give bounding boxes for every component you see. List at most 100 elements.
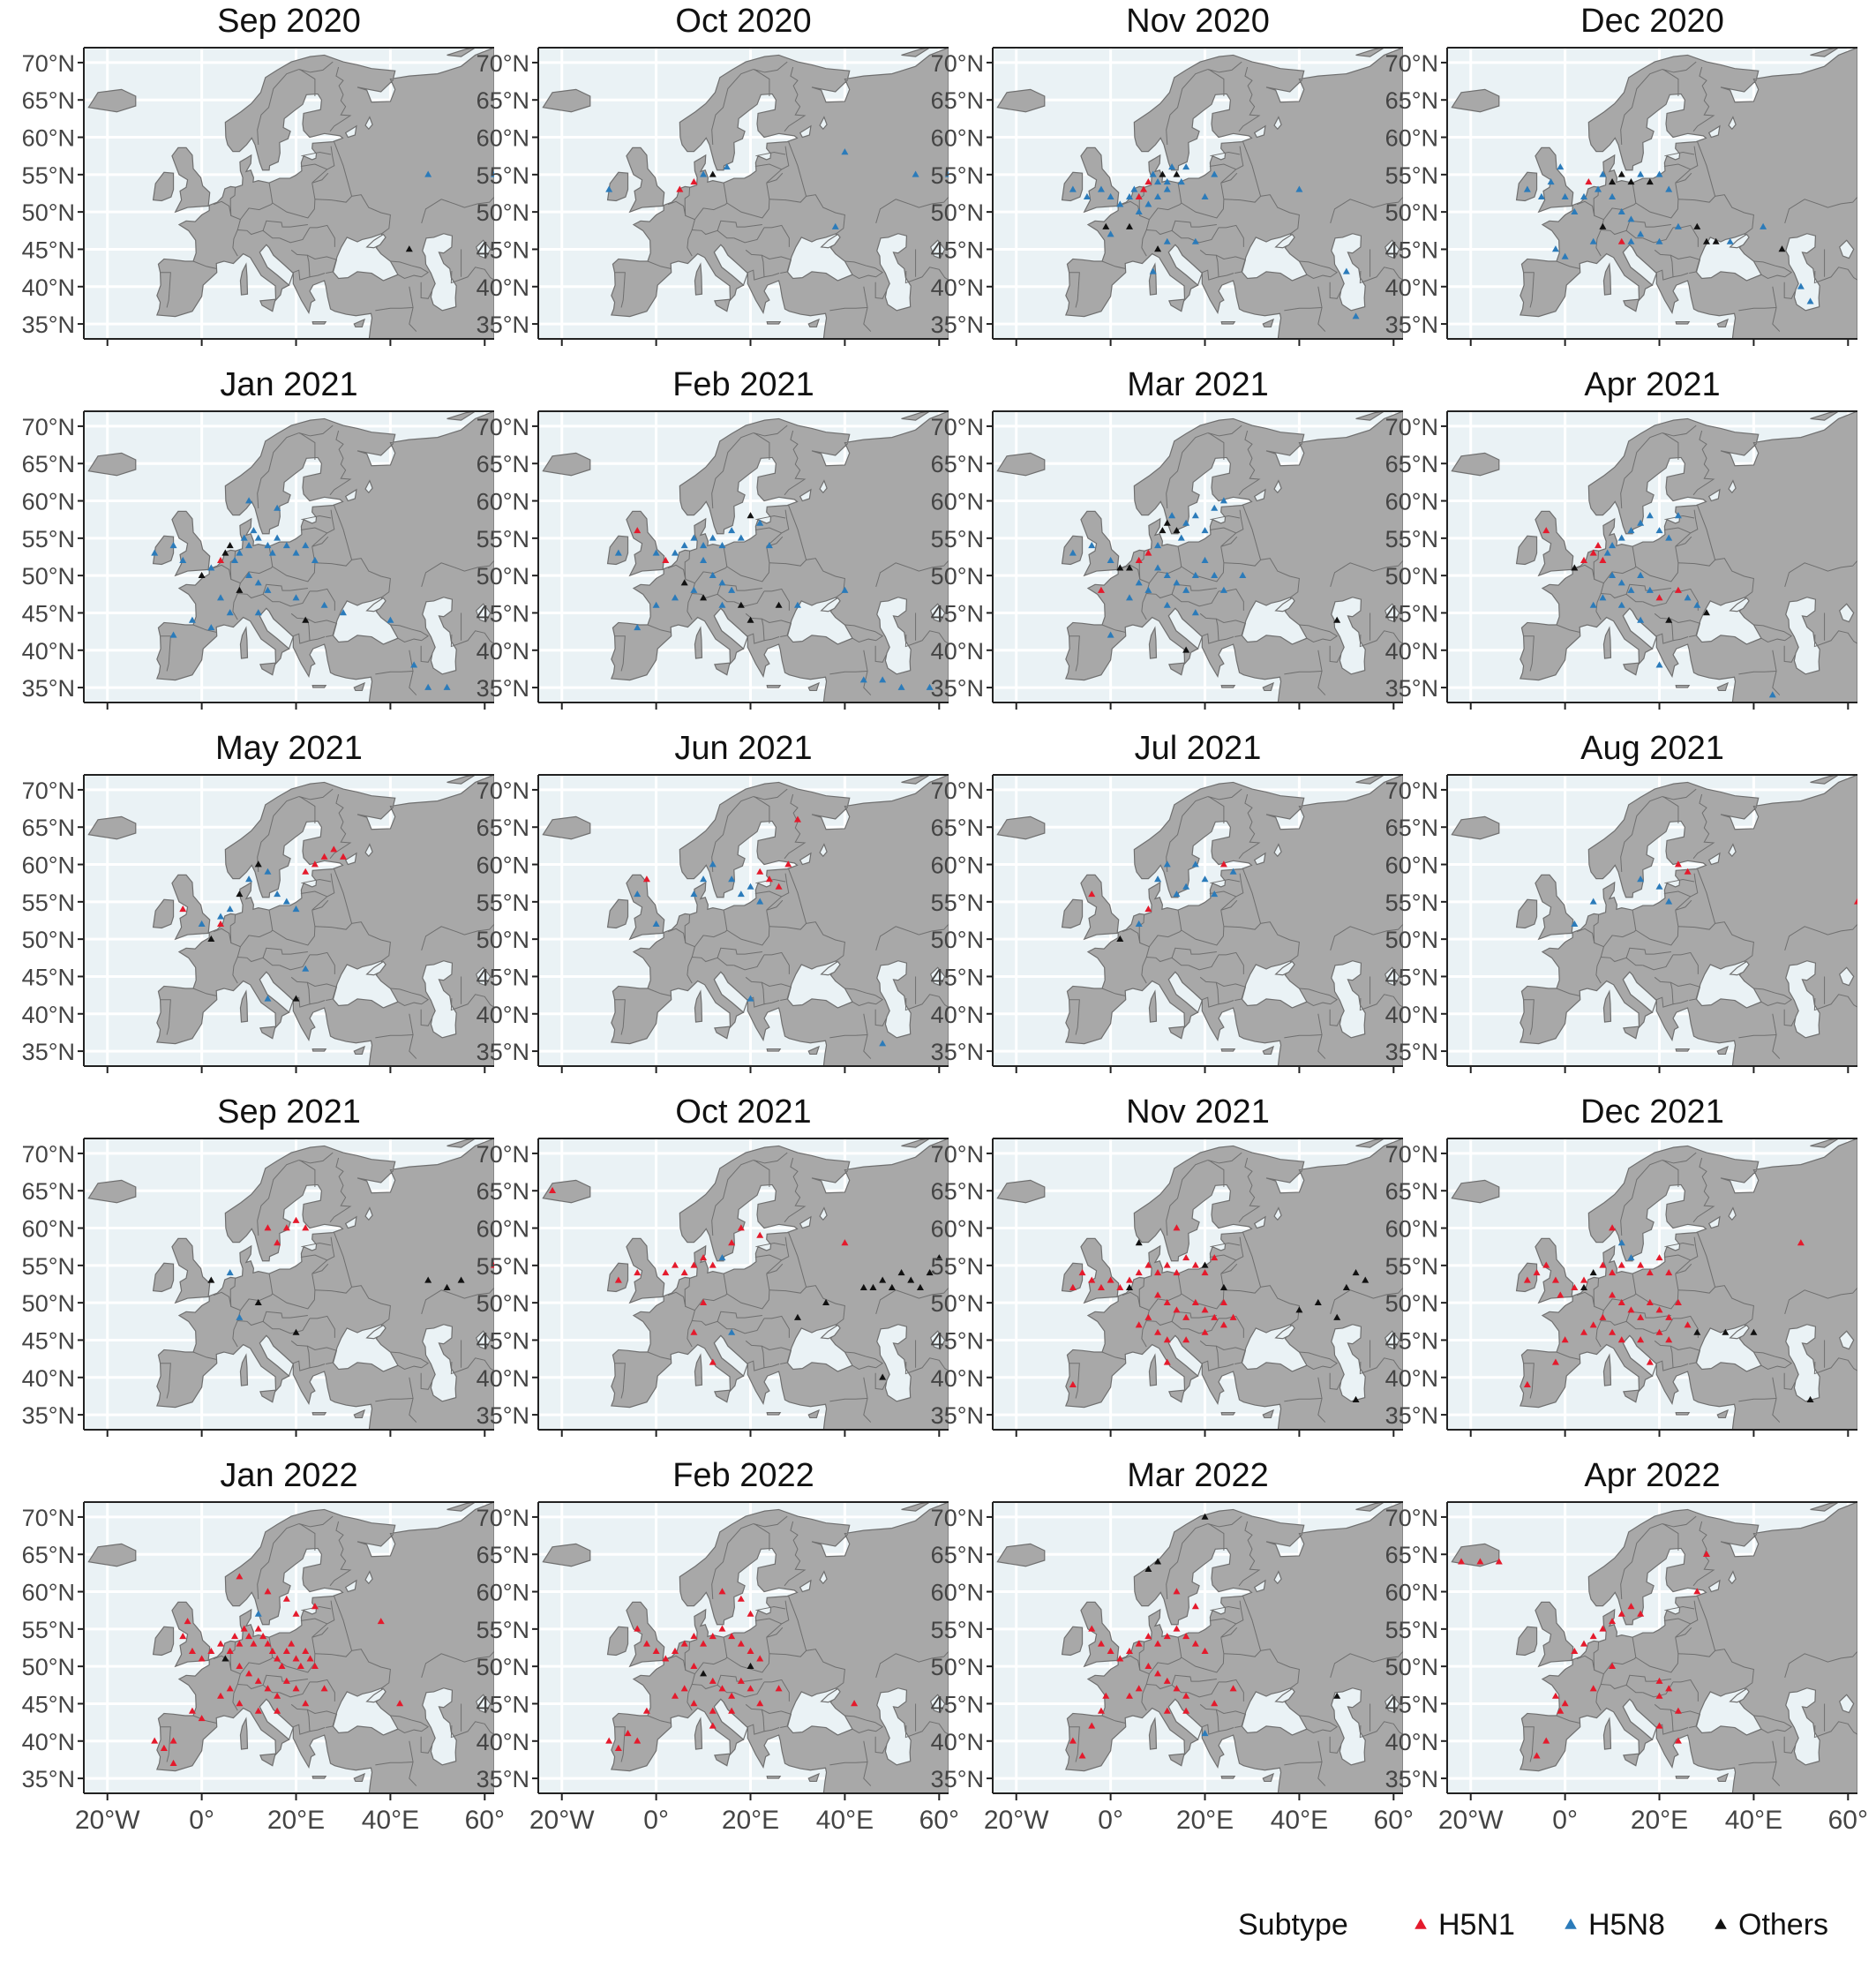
y-tick-label: 40°N [22,638,75,665]
y-tick-label: 40°N [22,1729,75,1755]
y-tick-label: 70°N [22,1505,75,1531]
y-tick-label: 50°N [22,563,75,590]
panel-title: Nov 2020 [1126,3,1270,40]
y-tick-label: 40°N [1385,1729,1438,1755]
x-tick-label: 40°E [362,1806,419,1835]
y-tick-label: 35°N [1385,1766,1438,1792]
y-tick-label: 65°N [477,451,529,477]
map-panel: Apr 2022 70°N 65°N 60°N 55°N 50°N 45°N 40°N 35°N… [1385,1457,1868,1835]
y-tick-label: 55°N [931,162,984,189]
y-tick-label: 35°N [22,312,75,338]
y-tick-label: 65°N [1385,1542,1438,1568]
y-tick-label: 70°N [477,414,529,440]
panel-title: Mar 2021 [1127,366,1269,403]
y-tick-label: 50°N [1385,199,1438,226]
y-tick-label: 55°N [22,1253,75,1280]
legend: Subtype H5N1 H5N8 Others [1238,1908,1828,1942]
y-tick-label: 65°N [1385,451,1438,477]
y-tick-label: 40°N [477,1002,529,1028]
y-tick-label: 70°N [22,50,75,77]
y-tick-label: 55°N [1385,526,1438,552]
y-tick-label: 60°N [1385,489,1438,515]
y-tick-label: 55°N [22,162,75,189]
x-tick-label: 20°E [267,1806,325,1835]
y-tick-label: 60°N [22,1216,75,1243]
y-tick-label: 70°N [477,778,529,804]
y-tick-label: 70°N [22,778,75,804]
y-tick-label: 50°N [931,199,984,226]
y-tick-label: 65°N [477,1542,529,1568]
y-tick-label: 45°N [477,1691,529,1717]
y-tick-label: 60°N [931,125,984,152]
y-tick-label: 50°N [477,1654,529,1680]
y-tick-label: 60°N [1385,853,1438,879]
y-tick-label: 45°N [931,600,984,627]
y-tick-label: 65°N [22,451,75,477]
y-tick-label: 65°N [1385,815,1438,841]
y-tick-label: 65°N [1385,1178,1438,1205]
y-tick-label: 40°N [477,1729,529,1755]
y-tick-label: 60°N [1385,125,1438,152]
map-panel: Mar 2022 70°N 65°N 60°N 55°N 50°N 45°N 40°N 35°N… [931,1457,1414,1835]
panel-title: Nov 2021 [1126,1093,1270,1131]
map-panel: Nov 2020 70°N 65°N 60°N 55°N 50°N 45°N 40°N 35°N [931,3,1403,346]
y-tick-label: 65°N [22,1542,75,1568]
y-tick-label: 55°N [931,1253,984,1280]
map-panel: Mar 2021 70°N 65°N 60°N 55°N 50°N 45°N 40°N 35°N [931,366,1403,710]
y-tick-label: 35°N [931,1039,984,1065]
map-panel: Apr 2021 70°N 65°N 60°N 55°N 50°N 45°N 40°N 35°N [1385,366,1857,710]
y-tick-label: 35°N [931,1402,984,1429]
y-tick-label: 65°N [22,87,75,114]
y-tick-label: 55°N [22,1617,75,1643]
legend-h5n1-triangle-icon [1415,1918,1427,1929]
y-tick-label: 35°N [477,675,529,702]
y-tick-label: 50°N [1385,563,1438,590]
y-tick-label: 65°N [931,451,984,477]
y-tick-label: 50°N [1385,1290,1438,1317]
y-tick-label: 35°N [22,675,75,702]
panel-title: Dec 2021 [1580,1093,1724,1131]
map-panel: May 2021 70°N 65°N 60°N 55°N 50°N 45°N 40°N 35°N [22,730,494,1073]
y-tick-label: 60°N [477,1580,529,1606]
y-tick-label: 70°N [1385,50,1438,77]
y-tick-label: 45°N [22,1327,75,1354]
x-tick-label: 0° [189,1806,214,1835]
y-tick-label: 40°N [477,1365,529,1392]
y-tick-label: 55°N [477,526,529,552]
y-tick-label: 45°N [1385,1691,1438,1717]
y-tick-label: 45°N [931,237,984,263]
y-tick-label: 40°N [22,274,75,301]
y-tick-label: 65°N [931,1178,984,1205]
y-tick-label: 50°N [931,563,984,590]
y-tick-label: 35°N [477,312,529,338]
y-tick-label: 60°N [477,853,529,879]
panel-title: May 2021 [215,730,363,767]
y-tick-label: 40°N [477,638,529,665]
x-tick-label: 40°E [816,1806,874,1835]
x-tick-label: 0° [1552,1806,1578,1835]
y-tick-label: 40°N [477,274,529,301]
y-tick-label: 45°N [477,964,529,990]
panel-title: Feb 2022 [672,1457,814,1494]
map-panels: Sep 2020 70°N 65°N 60°N 55°N 50°N 45°N 40°N 35°N… [22,3,1868,1835]
y-tick-label: 70°N [1385,778,1438,804]
y-tick-label: 40°N [931,638,984,665]
y-tick-label: 50°N [477,927,529,953]
y-tick-label: 50°N [931,1654,984,1680]
y-tick-label: 65°N [931,87,984,114]
y-tick-label: 35°N [477,1766,529,1792]
y-tick-label: 50°N [1385,1654,1438,1680]
y-tick-label: 35°N [1385,1039,1438,1065]
panel-title: Apr 2022 [1584,1457,1720,1494]
y-tick-label: 65°N [1385,87,1438,114]
y-tick-label: 35°N [477,1039,529,1065]
x-tick-label: 20°E [722,1806,779,1835]
map-panel: Feb 2022 70°N 65°N 60°N 55°N 50°N 45°N 40°N 35°N… [477,1457,959,1835]
x-tick-label: 60° [1828,1806,1868,1835]
map-panel: Jul 2021 70°N 65°N 60°N 55°N 50°N 45°N 40°N 35°N [931,730,1403,1073]
y-tick-label: 45°N [477,237,529,263]
y-tick-label: 70°N [477,1505,529,1531]
x-tick-label: 20°E [1176,1806,1234,1835]
panel-title: Jun 2021 [674,730,812,767]
